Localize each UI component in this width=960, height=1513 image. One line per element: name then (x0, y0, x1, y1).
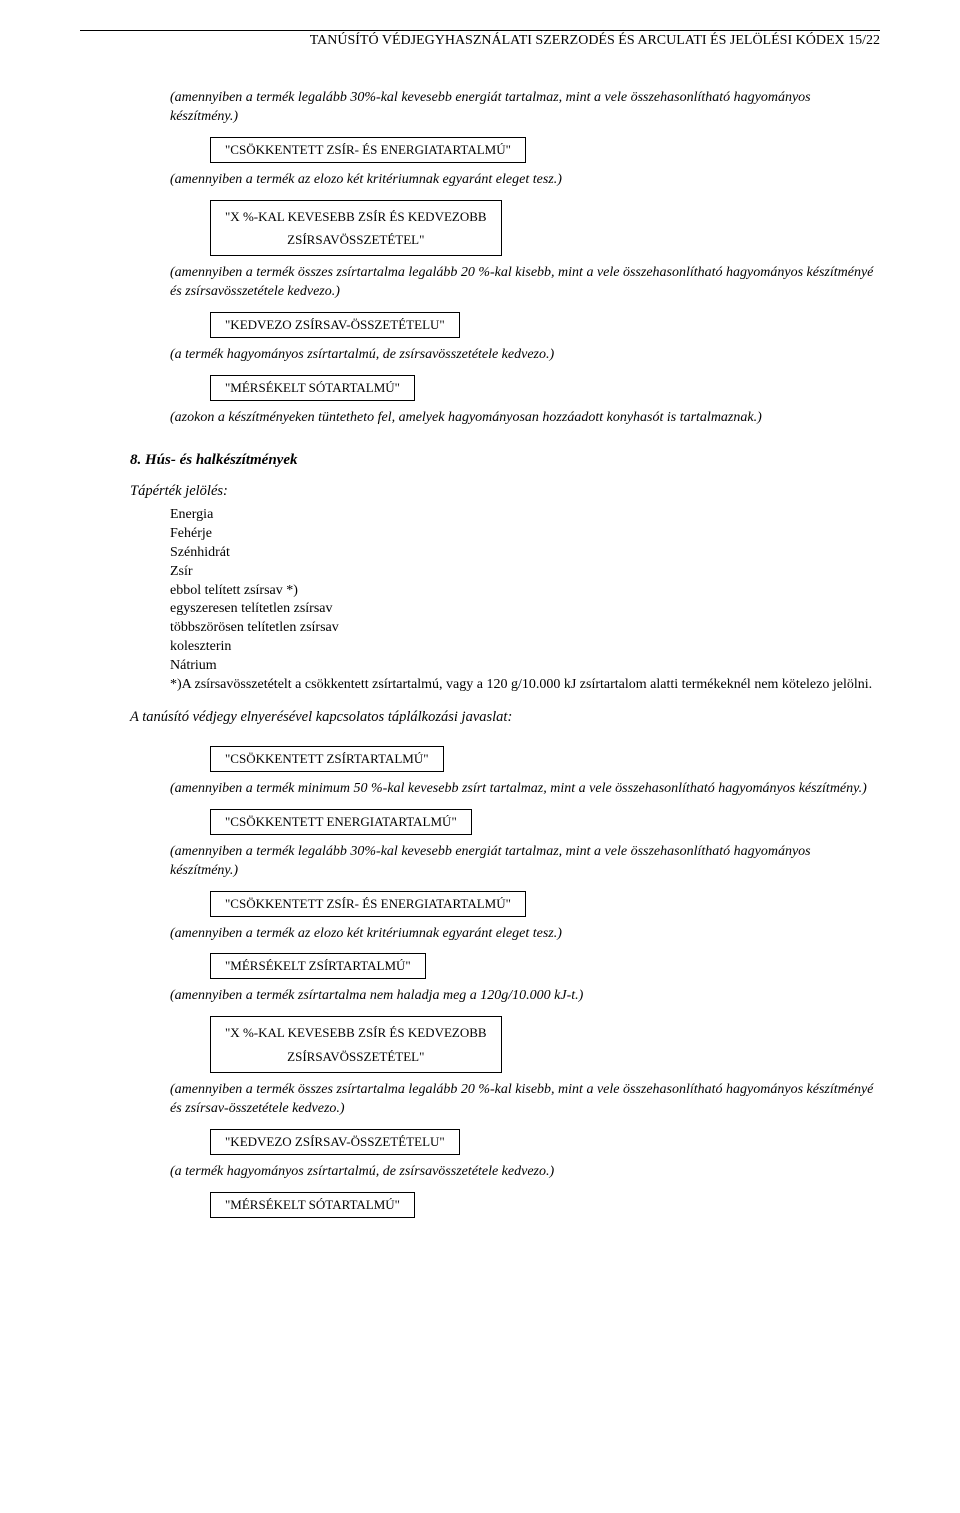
list-item: Nátrium (170, 657, 880, 676)
desc-text: (amennyiben a termék összes zsírtartalma… (170, 264, 880, 302)
boxed-label: "X %-KAL KEVESEBB ZSÍR ÉS KEDVEZOBB ZSÍR… (210, 1016, 502, 1073)
list-item: Energia (170, 506, 880, 525)
nutrition-list: Energia Fehérje Szénhidrát Zsír ebbol te… (170, 506, 880, 695)
list-item: többszörösen telítetlen zsírsav (170, 619, 880, 638)
desc-text: (amennyiben a termék zsírtartalma nem ha… (170, 987, 880, 1006)
desc-text: (a termék hagyományos zsírtartalmú, de z… (170, 346, 880, 365)
desc-text: (amennyiben a termék legalább 30%-kal ke… (170, 89, 880, 127)
boxed-label: "KEDVEZO ZSÍRSAV-ÖSSZETÉTELU" (210, 312, 460, 338)
boxed-label: "MÉRSÉKELT SÓTARTALMÚ" (210, 1192, 415, 1218)
boxed-label: "CSÖKKENTETT ZSÍR- ÉS ENERGIATARTALMÚ" (210, 137, 526, 163)
desc-text: (amennyiben a termék legalább 30%-kal ke… (170, 843, 880, 881)
list-item: Szénhidrát (170, 544, 880, 563)
list-item: Zsír (170, 563, 880, 582)
boxed-label: "KEDVEZO ZSÍRSAV-ÖSSZETÉTELU" (210, 1129, 460, 1155)
list-item: Fehérje (170, 525, 880, 544)
boxed-label: "X %-KAL KEVESEBB ZSÍR ÉS KEDVEZOBB ZSÍR… (210, 200, 502, 257)
boxed-label: "MÉRSÉKELT SÓTARTALMÚ" (210, 375, 415, 401)
boxed-line: "X %-KAL KEVESEBB ZSÍR ÉS KEDVEZOBB (225, 209, 487, 224)
desc-text: (amennyiben a termék az elozo két kritér… (170, 171, 880, 190)
list-item: egyszeresen telítetlen zsírsav (170, 600, 880, 619)
list-item: *)A zsírsavösszetételt a csökkentett zsí… (170, 676, 880, 695)
desc-text: (amennyiben a termék összes zsírtartalma… (170, 1081, 880, 1119)
boxed-line: "X %-KAL KEVESEBB ZSÍR ÉS KEDVEZOBB (225, 1025, 487, 1040)
boxed-line: ZSÍRSAVÖSSZETÉTEL" (287, 1049, 424, 1064)
boxed-line: ZSÍRSAVÖSSZETÉTEL" (287, 232, 424, 247)
boxed-label: "CSÖKKENTETT ENERGIATARTALMÚ" (210, 809, 472, 835)
desc-text: (amennyiben a termék minimum 50 %-kal ke… (170, 780, 880, 799)
boxed-label: "MÉRSÉKELT ZSÍRTARTALMÚ" (210, 953, 426, 979)
section-1: (amennyiben a termék legalább 30%-kal ke… (170, 89, 880, 428)
recommendation-heading: A tanúsító védjegy elnyerésével kapcsola… (130, 709, 880, 726)
desc-text: (a termék hagyományos zsírtartalmú, de z… (170, 1163, 880, 1182)
boxed-label: "CSÖKKENTETT ZSÍRTARTALMÚ" (210, 746, 444, 772)
page-header: TANÚSÍTÓ VÉDJEGYHASZNÁLATI SZERZODÉS ÉS … (80, 30, 880, 49)
list-item: koleszterin (170, 638, 880, 657)
subheading: Tápérték jelölés: (130, 483, 880, 500)
desc-text: (amennyiben a termék az elozo két kritér… (170, 925, 880, 944)
desc-text: (azokon a készítményeken tüntetheto fel,… (170, 409, 880, 428)
list-item: ebbol telített zsírsav *) (170, 582, 880, 601)
boxed-label: "CSÖKKENTETT ZSÍR- ÉS ENERGIATARTALMÚ" (210, 891, 526, 917)
section-heading: 8. Hús- és halkészítmények (130, 452, 880, 469)
